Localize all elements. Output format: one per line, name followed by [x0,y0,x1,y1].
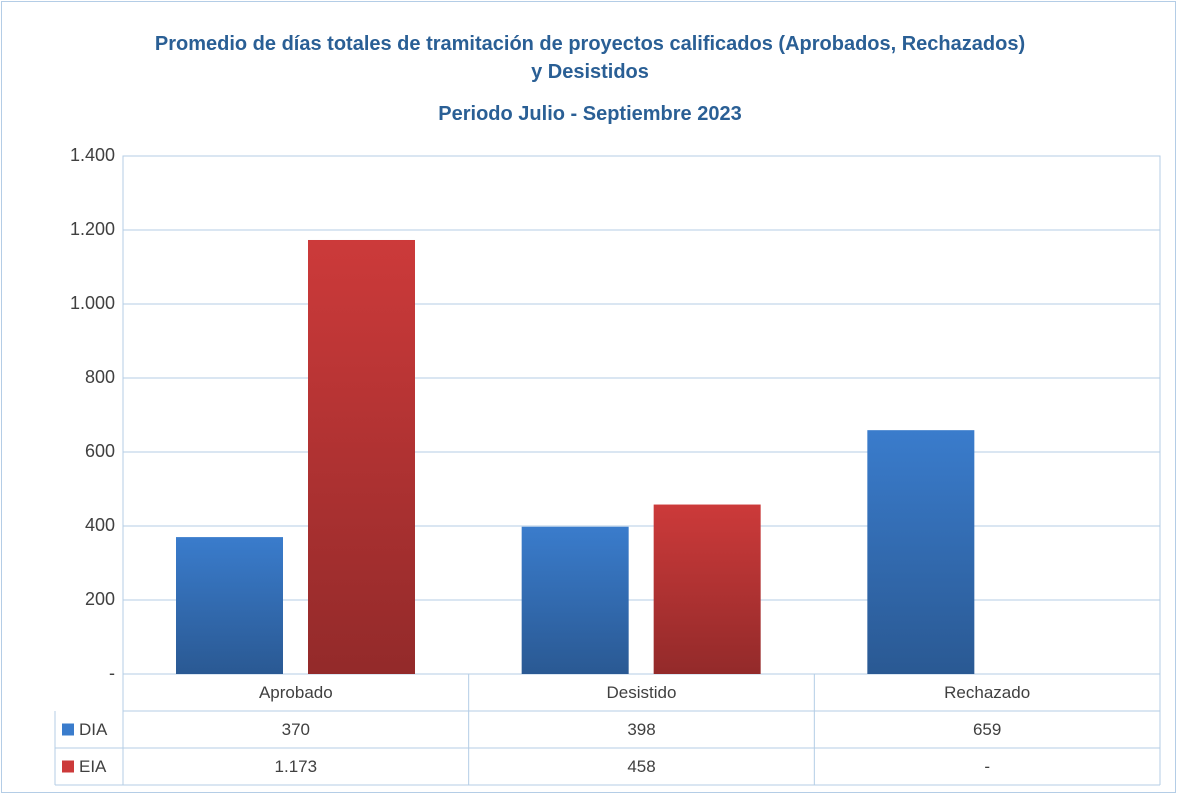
y-tick-label: 800 [85,367,115,387]
y-tick-label: 200 [85,589,115,609]
x-tick-label: Aprobado [259,683,333,702]
table-value: 458 [627,757,655,776]
legend-key [62,760,74,773]
bar [653,504,761,674]
table-value: 370 [282,720,310,739]
legend-label: DIA [79,720,108,739]
y-tick-label: 1.000 [70,293,115,313]
bar [867,430,975,674]
y-tick-label: 400 [85,515,115,535]
y-tick-label: - [109,663,115,683]
chart-title: Promedio de días totales de tramitación … [154,33,1026,83]
x-tick-label: Rechazado [944,683,1030,702]
legend-key [62,723,74,736]
bar [521,526,629,674]
legend-label: EIA [79,757,107,776]
table-value: 398 [627,720,655,739]
table-value: 659 [973,720,1001,739]
y-tick-label: 1.200 [70,219,115,239]
bar [308,239,415,675]
y-tick-label: 600 [85,441,115,461]
bar [176,537,283,674]
table-value: 1.173 [275,757,318,776]
y-tick-label: 1.400 [70,145,115,165]
chart-subtitle: Periodo Julio - Septiembre 2023 [438,103,742,125]
table-value: - [984,757,990,776]
x-tick-label: Desistido [607,683,677,702]
